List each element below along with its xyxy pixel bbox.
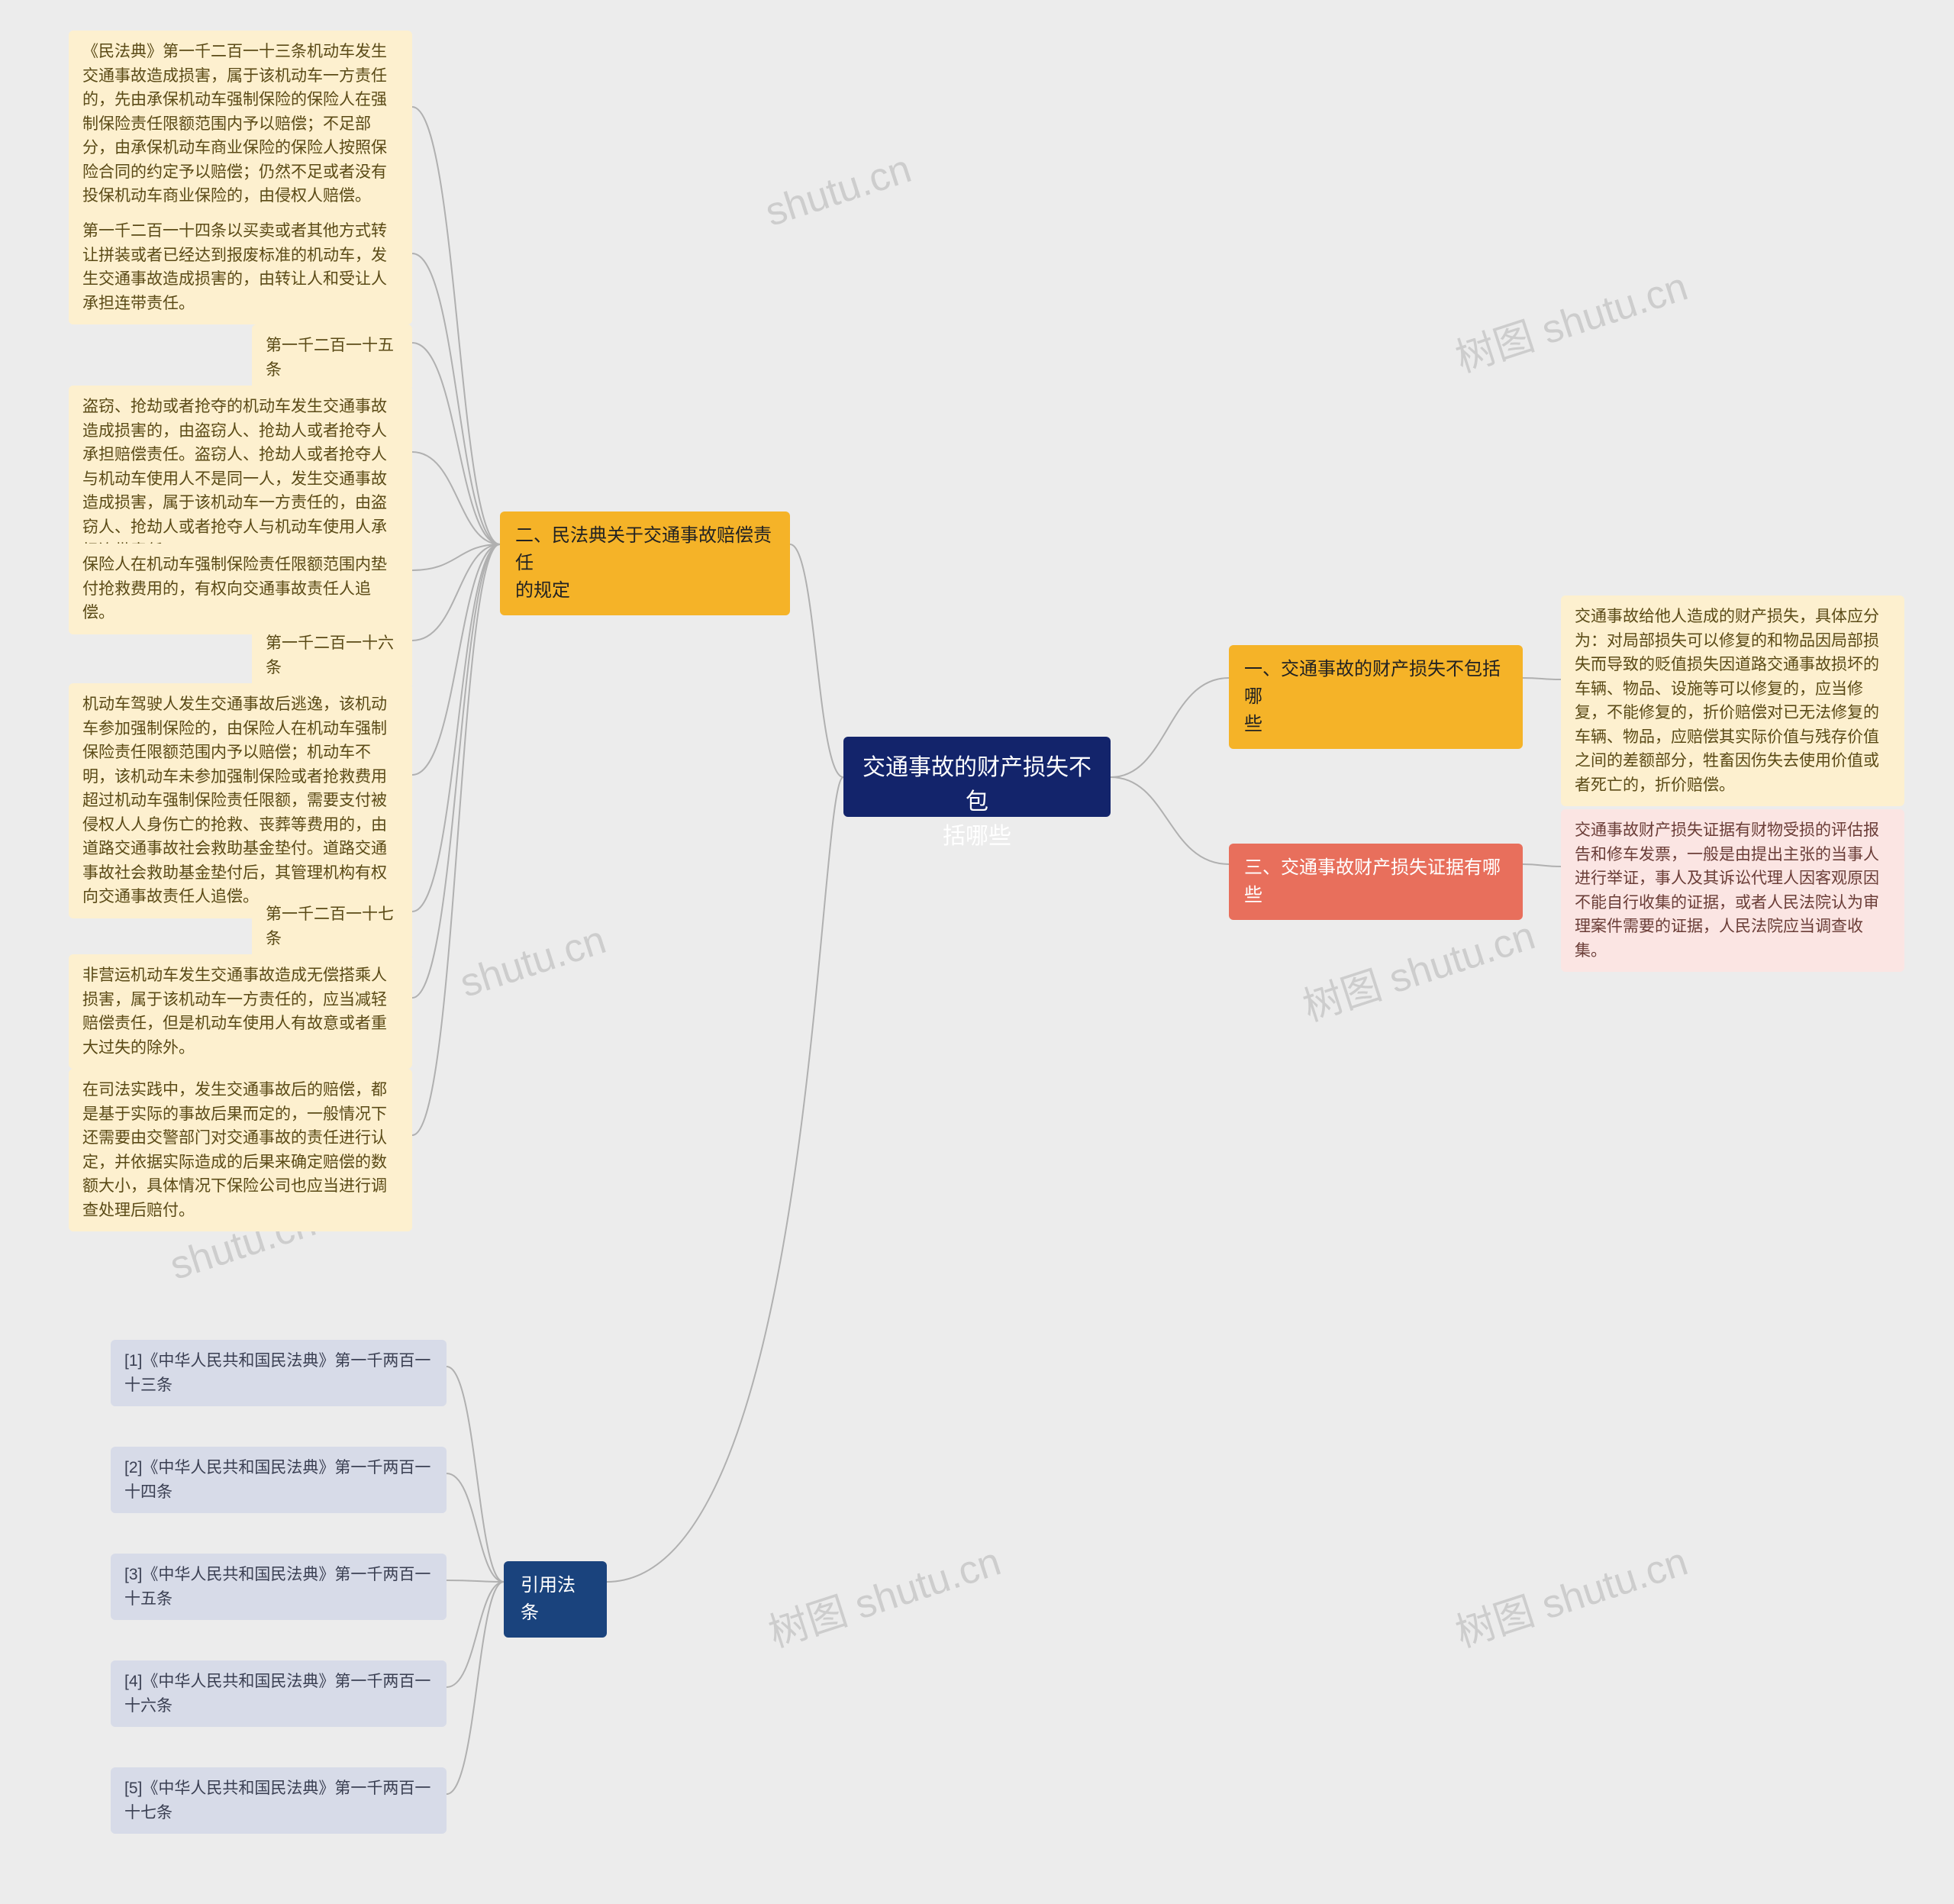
branch-cite: 引用法条 <box>504 1561 607 1638</box>
leaf-l2-6: 机动车驾驶人发生交通事故后逃逸，该机动车参加强制保险的，由保险人在机动车强制保险… <box>69 683 412 918</box>
leaf-l2-7: 第一千二百一十七条 <box>252 893 412 960</box>
leaf-l2-5: 第一千二百一十六条 <box>252 622 412 689</box>
leaf-l2-4: 保险人在机动车强制保险责任限额范围内垫付抢救费用的，有权向交通事故责任人追偿。 <box>69 544 412 634</box>
branch-l2: 二、民法典关于交通事故赔偿责任的规定 <box>500 511 790 615</box>
leaf-cite-1: [2]《中华人民共和国民法典》第一千两百一十四条 <box>111 1447 447 1513</box>
watermark: shutu.cn <box>760 146 917 236</box>
leaf-l2-2: 第一千二百一十五条 <box>252 324 412 391</box>
watermark: 树图 shutu.cn <box>1447 1529 1694 1658</box>
mindmap-root: 交通事故的财产损失不包括哪些 <box>843 737 1111 817</box>
watermark: 树图 shutu.cn <box>1295 903 1541 1032</box>
leaf-l2-0: 《民法典》第一千二百一十三条机动车发生交通事故造成损害，属于该机动车一方责任的，… <box>69 31 412 218</box>
leaf-l2-1: 第一千二百一十四条以买卖或者其他方式转让拼装或者已经达到报废标准的机动车，发生交… <box>69 210 412 324</box>
branch-r1: 一、交通事故的财产损失不包括哪些 <box>1229 645 1523 749</box>
leaf-cite-4: [5]《中华人民共和国民法典》第一千两百一十七条 <box>111 1767 447 1834</box>
leaf-cite-0: [1]《中华人民共和国民法典》第一千两百一十三条 <box>111 1340 447 1406</box>
watermark: 树图 shutu.cn <box>760 1529 1007 1658</box>
leaf-cite-3: [4]《中华人民共和国民法典》第一千两百一十六条 <box>111 1660 447 1727</box>
watermark: 树图 shutu.cn <box>1447 254 1694 383</box>
branch-r3: 三、交通事故财产损失证据有哪些 <box>1229 844 1523 920</box>
watermark: shutu.cn <box>455 917 611 1007</box>
leaf-l2-9: 在司法实践中，发生交通事故后的赔偿，都是基于实际的事故后果而定的，一般情况下还需… <box>69 1069 412 1231</box>
leaf-cite-2: [3]《中华人民共和国民法典》第一千两百一十五条 <box>111 1554 447 1620</box>
leaf-l2-8: 非营运机动车发生交通事故造成无偿搭乘人损害，属于该机动车一方责任的，应当减轻赔偿… <box>69 954 412 1069</box>
leaf-r3: 交通事故财产损失证据有财物受损的评估报告和修车发票，一般是由提出主张的当事人进行… <box>1561 809 1904 972</box>
leaf-r1: 交通事故给他人造成的财产损失，具体应分为：对局部损失可以修复的和物品因局部损失而… <box>1561 595 1904 806</box>
